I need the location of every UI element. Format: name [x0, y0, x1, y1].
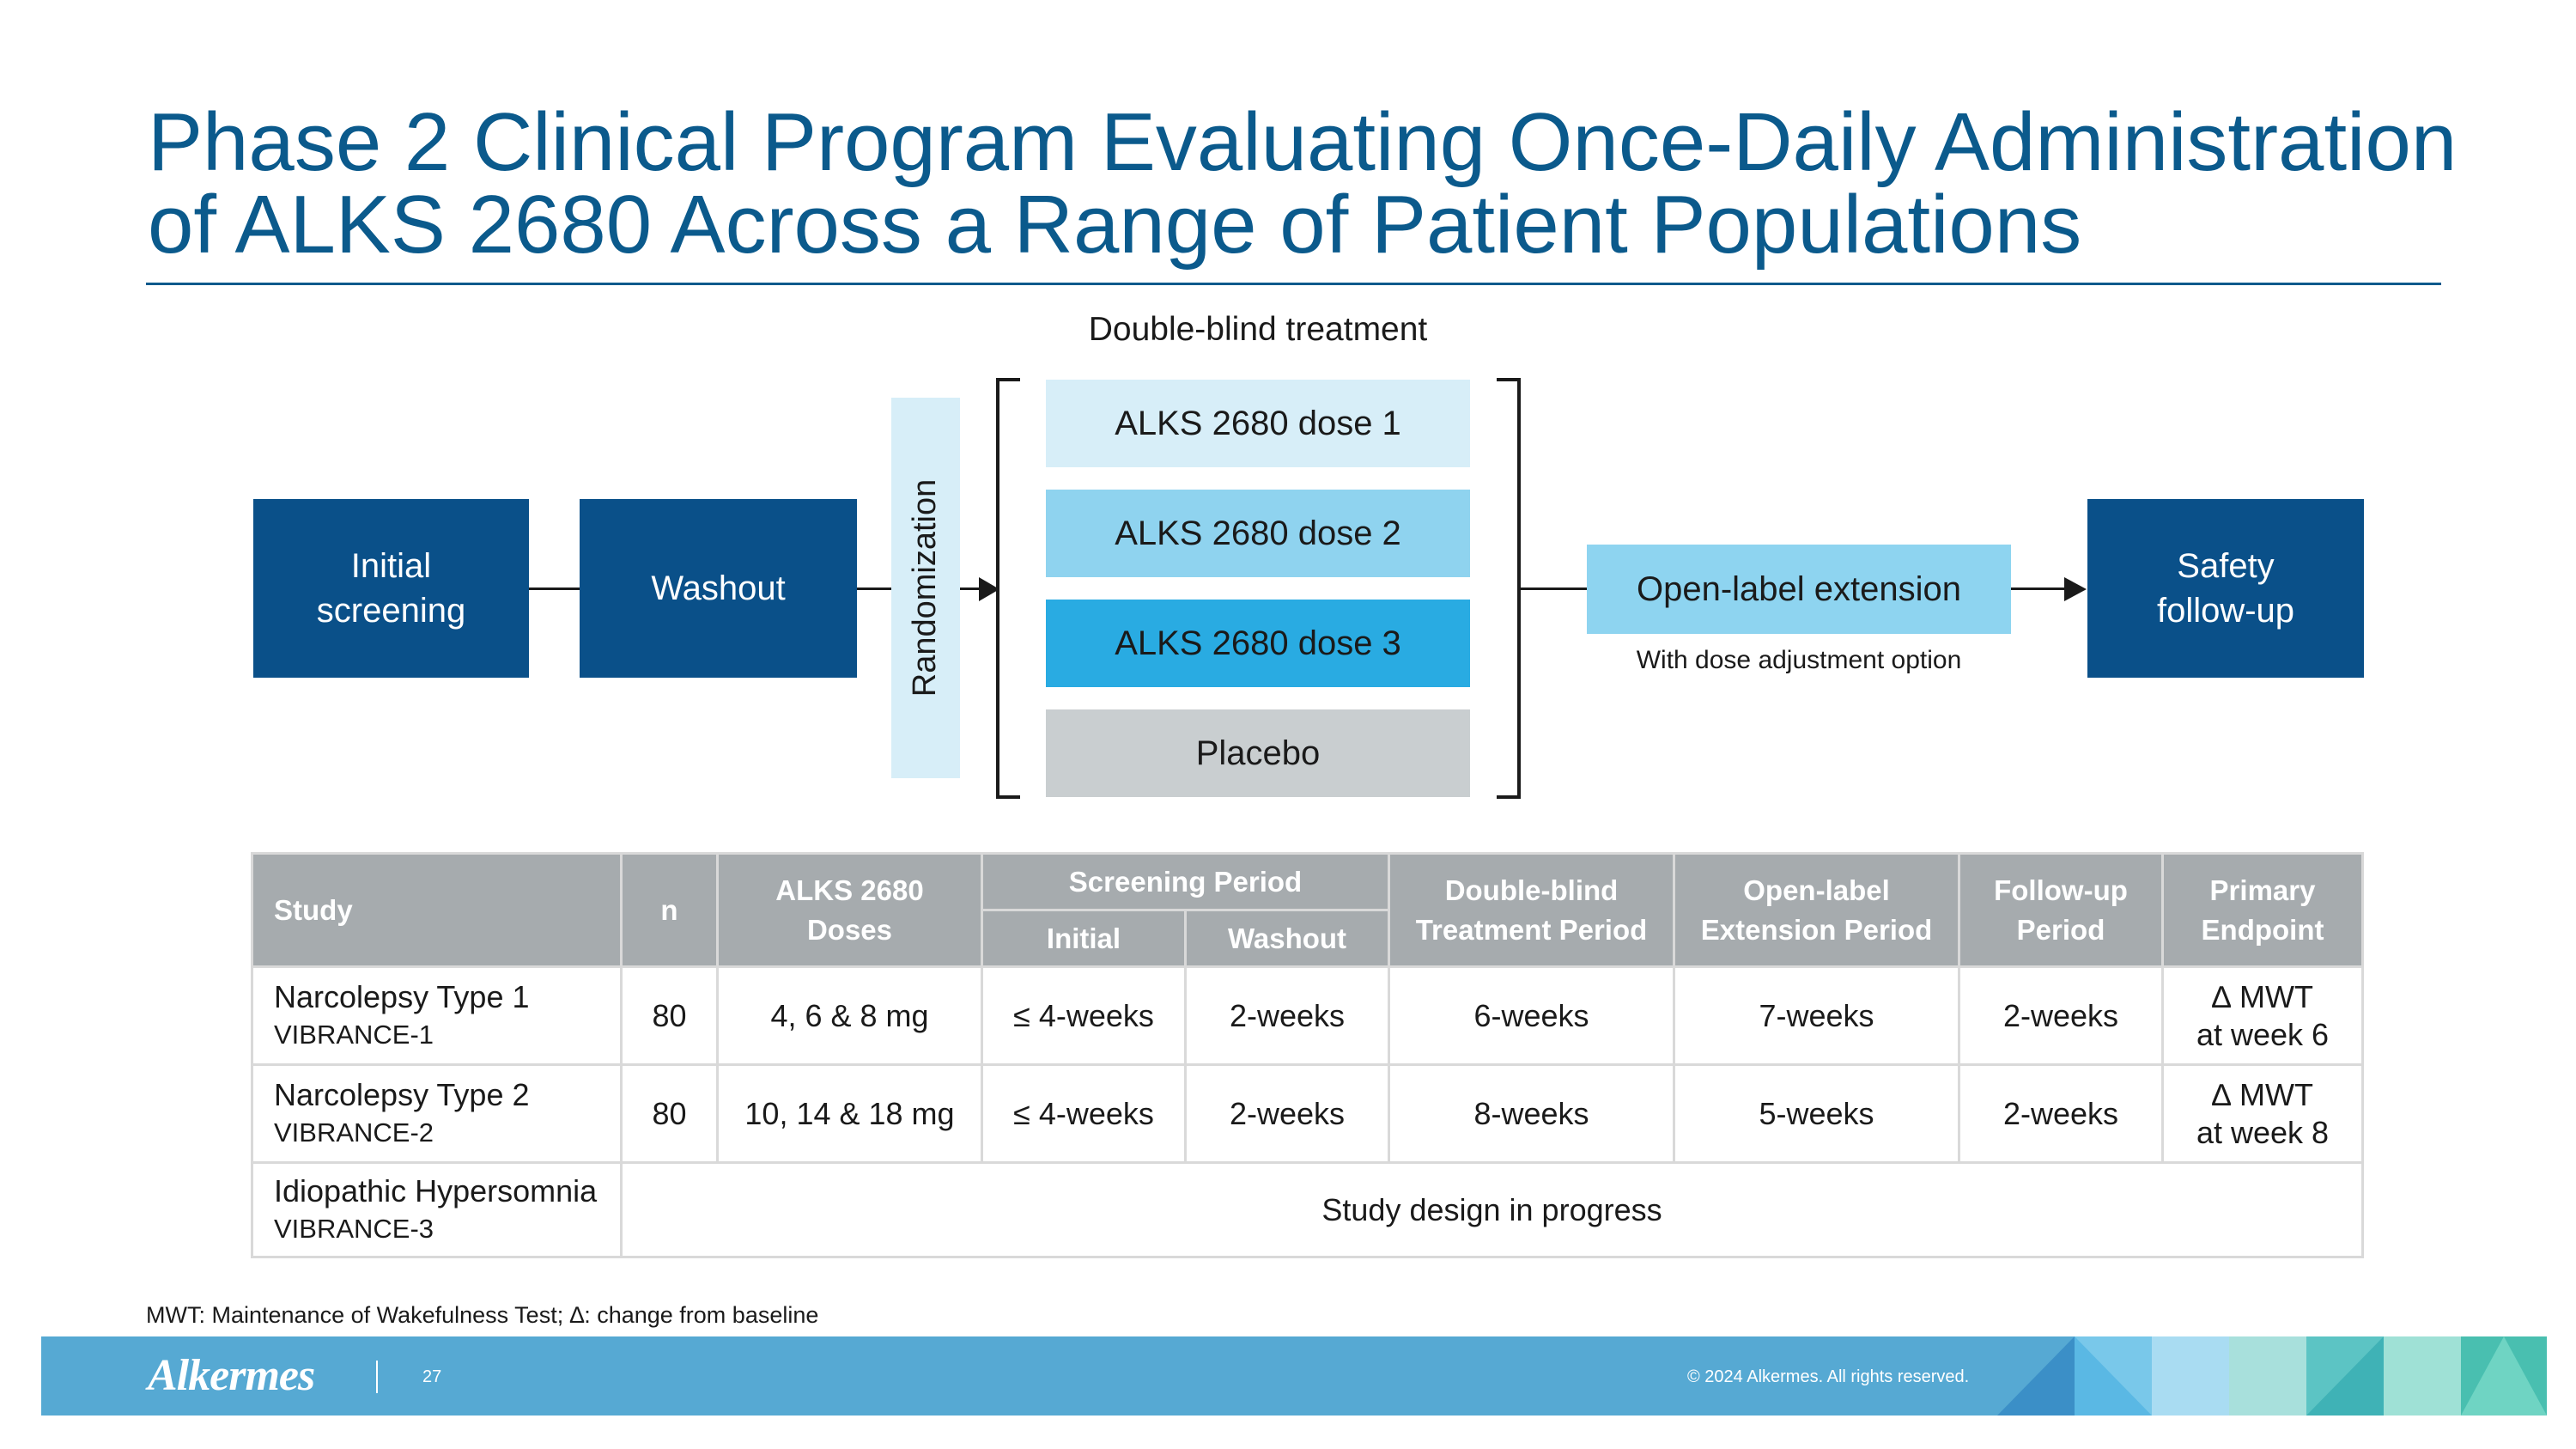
endpoint-cell: ∆ MWT at week 6 — [2161, 965, 2365, 1066]
right-bracket — [1497, 378, 1521, 799]
header-double-blind: Double-blind Treatment Period — [1388, 852, 1676, 968]
title-line-2: of ALKS 2680 Across a Range of Patient P… — [148, 179, 2082, 271]
slide-title: Phase 2 Clinical Program Evaluating Once… — [148, 101, 2535, 266]
study-cell: Narcolepsy Type 2 VIBRANCE-2 — [251, 1063, 623, 1164]
safety-follow-up-box: Safety follow-up — [2087, 499, 2364, 678]
table-row: Narcolepsy Type 1 VIBRANCE-1 80 4, 6 & 8… — [251, 965, 2365, 1066]
dose-2-label: ALKS 2680 dose 2 — [1115, 514, 1401, 552]
copyright: © 2024 Alkermes. All rights reserved. — [1687, 1367, 1970, 1386]
header-initial: Initial — [981, 909, 1187, 968]
endpoint-line-1: ∆ MWT — [2212, 1076, 2313, 1112]
dose-1-label: ALKS 2680 dose 1 — [1115, 404, 1401, 442]
initial-cell: ≤ 4-weeks — [981, 1063, 1187, 1164]
endpoint-line-1: ∆ MWT — [2212, 978, 2313, 1014]
study-table: Study n ALKS 2680 Doses Screening Period… — [251, 852, 2365, 1258]
header-primary-endpoint: Primary Endpoint — [2161, 852, 2365, 968]
washout-label: Washout — [651, 569, 786, 607]
study-name: Narcolepsy Type 1 — [274, 978, 530, 1014]
alkermes-logo: Alkermes — [148, 1351, 315, 1400]
washout-cell: 2-weeks — [1183, 1063, 1391, 1164]
header-n: n — [620, 852, 719, 968]
initial-screening-line-2: screening — [316, 592, 466, 630]
trial-name: VIBRANCE-2 — [274, 1117, 434, 1148]
header-pe-line-2: Endpoint — [2201, 913, 2324, 946]
footer-decoration — [1997, 1336, 2547, 1416]
page-number: 27 — [422, 1367, 442, 1386]
n-cell: 80 — [620, 965, 719, 1066]
study-cell: Narcolepsy Type 1 VIBRANCE-1 — [251, 965, 623, 1066]
header-dbt-line-2: Treatment Period — [1415, 913, 1648, 946]
ole-cell: 5-weeks — [1673, 1063, 1961, 1164]
placebo-box: Placebo — [1046, 709, 1470, 797]
dbt-cell: 8-weeks — [1388, 1063, 1676, 1164]
initial-cell: ≤ 4-weeks — [981, 965, 1187, 1066]
table-row: Idiopathic Hypersomnia VIBRANCE-3 Study … — [251, 1161, 2365, 1258]
connector-washout-randomization — [857, 588, 891, 590]
trial-name: VIBRANCE-3 — [274, 1213, 434, 1244]
footnote: MWT: Maintenance of Wakefulness Test; ∆:… — [146, 1302, 819, 1328]
randomization-label: Randomization — [907, 478, 944, 697]
washout-cell: 2-weeks — [1183, 965, 1391, 1066]
ole-cell: 7-weeks — [1673, 965, 1961, 1066]
open-label-extension-label: Open-label extension — [1636, 569, 1962, 608]
header-ole-line-1: Open-label — [1743, 874, 1890, 906]
endpoint-line-2: at week 6 — [2196, 1016, 2330, 1052]
header-fu-line-1: Follow-up — [1994, 874, 2128, 906]
dbt-cell: 6-weeks — [1388, 965, 1676, 1066]
dose-3-label: ALKS 2680 dose 3 — [1115, 624, 1401, 662]
footer-separator — [376, 1361, 378, 1393]
study-name: Narcolepsy Type 2 — [274, 1076, 530, 1112]
study-cell: Idiopathic Hypersomnia VIBRANCE-3 — [251, 1161, 623, 1258]
open-label-extension-box: Open-label extension — [1587, 545, 2011, 634]
connector-arms-ole — [1520, 588, 1587, 590]
n-cell: 80 — [620, 1063, 719, 1164]
dose-2-box: ALKS 2680 dose 2 — [1046, 490, 1470, 577]
header-dbt-line-1: Double-blind — [1444, 874, 1619, 906]
left-bracket — [996, 378, 1020, 799]
endpoint-line-2: at week 8 — [2196, 1114, 2330, 1150]
header-ole-line-2: Extension Period — [1700, 913, 1933, 946]
status-cell: Study design in progress — [619, 1161, 2365, 1258]
header-study: Study — [251, 852, 623, 968]
washout-box: Washout — [580, 499, 857, 678]
study-name: Idiopathic Hypersomnia — [274, 1172, 598, 1209]
table-row: Narcolepsy Type 2 VIBRANCE-2 80 10, 14 &… — [251, 1063, 2365, 1164]
double-blind-treatment-label: Double-blind treatment — [1088, 311, 1428, 348]
safety-line-2: follow-up — [2156, 592, 2295, 630]
header-doses-line-1: ALKS 2680 — [775, 874, 924, 906]
arrow-to-arms-icon — [979, 577, 999, 601]
doses-cell: 10, 14 & 18 mg — [716, 1063, 983, 1164]
randomization-box: Randomization — [891, 398, 960, 778]
connector-initial-washout — [529, 588, 580, 590]
dose-1-box: ALKS 2680 dose 1 — [1046, 380, 1470, 467]
header-follow-up: Follow-up Period — [1958, 852, 2165, 968]
connector-randomization-arms — [960, 588, 996, 590]
placebo-label: Placebo — [1195, 734, 1321, 772]
header-washout: Washout — [1183, 909, 1391, 968]
header-pe-line-1: Primary — [2209, 874, 2316, 906]
title-line-1: Phase 2 Clinical Program Evaluating Once… — [148, 96, 2458, 188]
dose-3-box: ALKS 2680 dose 3 — [1046, 600, 1470, 687]
initial-screening-box: Initial screening — [253, 499, 529, 678]
connector-ole-safety — [2011, 588, 2081, 590]
followup-cell: 2-weeks — [1958, 965, 2165, 1066]
header-doses-line-2: Doses — [806, 913, 893, 946]
followup-cell: 2-weeks — [1958, 1063, 2165, 1164]
footer-bar — [41, 1336, 2547, 1416]
trial-name: VIBRANCE-1 — [274, 1019, 434, 1050]
endpoint-cell: ∆ MWT at week 8 — [2161, 1063, 2365, 1164]
doses-cell: 4, 6 & 8 mg — [716, 965, 983, 1066]
safety-line-1: Safety — [2177, 547, 2275, 585]
initial-screening-line-1: Initial — [350, 547, 432, 585]
header-fu-line-2: Period — [2016, 913, 2105, 946]
header-doses: ALKS 2680 Doses — [716, 852, 983, 968]
header-open-label: Open-label Extension Period — [1673, 852, 1961, 968]
ole-note: With dose adjustment option — [1636, 646, 1962, 674]
title-divider — [146, 283, 2441, 285]
arrow-to-safety-icon — [2064, 577, 2087, 601]
header-screening-period: Screening Period — [980, 852, 1391, 911]
